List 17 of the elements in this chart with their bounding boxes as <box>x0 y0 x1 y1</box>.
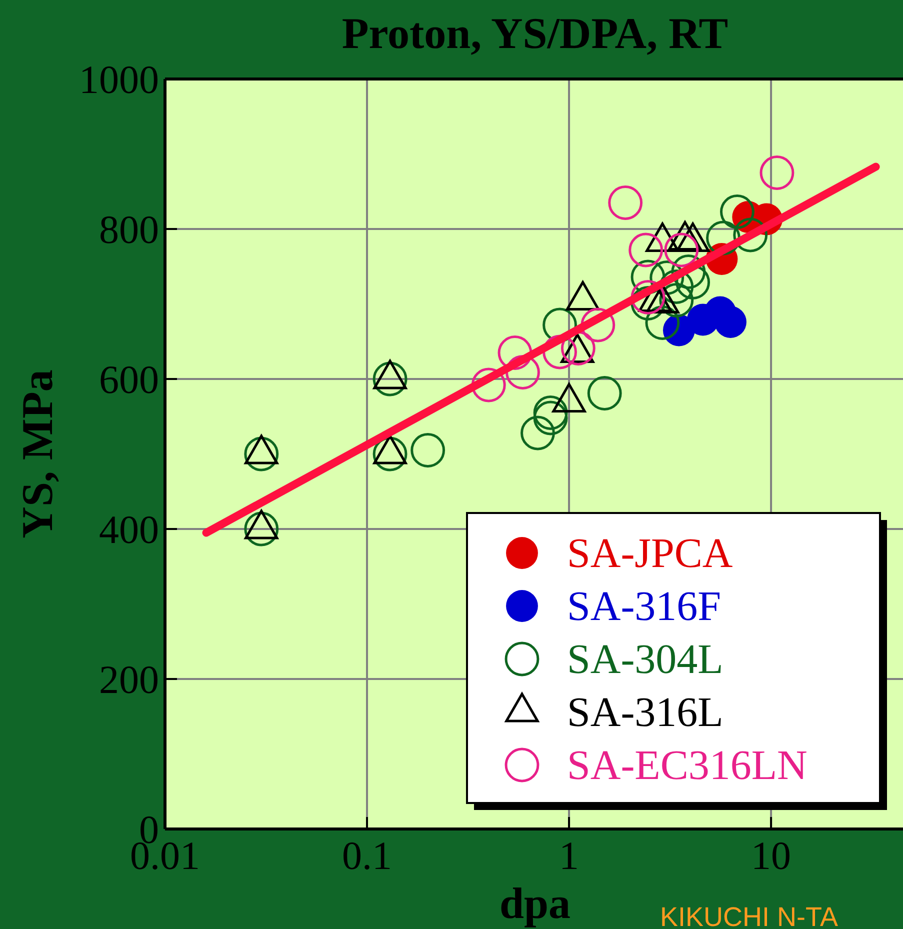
legend-label: SA-JPCA <box>567 531 734 577</box>
chart-title: Proton, YS/DPA, RT <box>342 9 728 58</box>
y-tick-label: 1000 <box>79 57 159 102</box>
x-tick-label: 10 <box>751 833 792 878</box>
text: KIKUCHI N-TA <box>660 902 838 929</box>
y-axis-title: YS, MPa <box>13 370 62 538</box>
y-tick-label: 800 <box>99 207 159 252</box>
y-tick-label: 200 <box>99 657 159 702</box>
x-tick-label: 1 <box>559 833 580 878</box>
y-tick-label: 400 <box>99 507 159 552</box>
legend-label: SA-EC316LN <box>567 743 808 789</box>
legend-label: SA-304L <box>567 637 724 683</box>
legend-label: SA-316F <box>567 584 722 630</box>
x-axis-title: dpa <box>500 879 570 928</box>
x-tick-label: 0.1 <box>342 833 392 878</box>
y-tick-label: 600 <box>99 357 159 402</box>
legend-label: SA-316L <box>567 690 724 736</box>
